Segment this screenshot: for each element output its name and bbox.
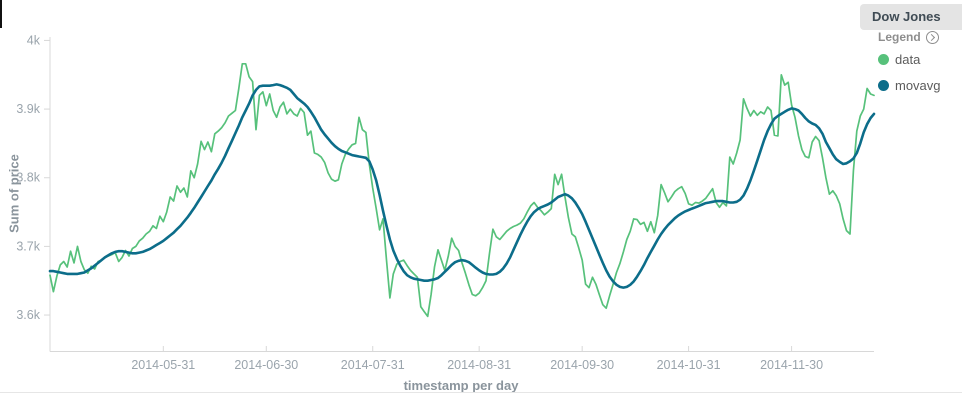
legend-item-data[interactable]: data	[878, 52, 962, 67]
movavg-series-line[interactable]	[48, 83, 876, 289]
x-tick-label: 2014-05-31	[131, 358, 195, 372]
y-tick-label: 3.8k	[16, 171, 40, 185]
y-tick-label: 4k	[27, 33, 41, 47]
visualization-title-tab: Dow Jones	[860, 4, 962, 30]
legend-collapse-icon[interactable]	[925, 30, 939, 44]
y-tick-label: 3.7k	[16, 239, 40, 253]
x-tick-label: 2014-07-31	[341, 358, 405, 372]
legend-header-label: Legend	[878, 30, 921, 44]
x-axis-title: timestamp per day	[403, 378, 519, 393]
y-axis-title: Sum of price	[6, 154, 22, 233]
legend-toggle[interactable]: Legend	[878, 30, 962, 44]
visualization-title: Dow Jones	[872, 9, 941, 24]
x-tick-label: 2014-06-30	[234, 358, 298, 372]
y-tick-label: 3.9k	[16, 102, 40, 116]
legend-color-dot	[878, 54, 889, 65]
legend: Legend data movavg	[878, 30, 962, 104]
data-series-line[interactable]	[49, 62, 875, 318]
panel-bottom-border	[0, 392, 962, 393]
legend-item-label: data	[895, 52, 921, 67]
legend-color-dot	[878, 80, 889, 91]
y-tick-label: 3.6k	[16, 308, 40, 322]
legend-item-movavg[interactable]: movavg	[878, 78, 962, 93]
x-tick-label: 2014-10-31	[657, 358, 721, 372]
left-edge-sliver	[0, 0, 2, 28]
legend-item-label: movavg	[895, 78, 941, 93]
x-tick-label: 2014-11-30	[760, 358, 823, 372]
x-tick-label: 2014-08-31	[447, 358, 511, 372]
x-tick-label: 2014-09-30	[550, 358, 614, 372]
